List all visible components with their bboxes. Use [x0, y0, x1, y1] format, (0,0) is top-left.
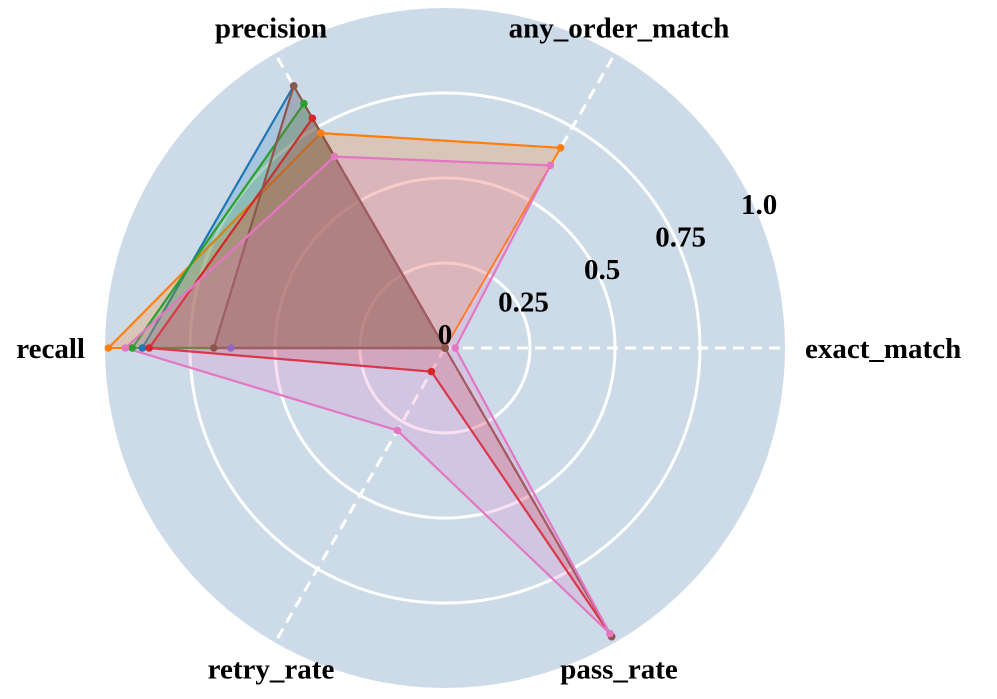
series-6-point: [210, 344, 218, 352]
axis-label-exact-match: exact_match: [805, 333, 961, 365]
series-7-point: [121, 344, 130, 352]
series-4-point: [145, 344, 153, 352]
series-6-point: [289, 82, 298, 90]
series-areas: [107, 84, 613, 638]
radial-tick-label: 0: [438, 319, 453, 351]
series-1-point: [138, 344, 147, 352]
axis-labels: exact_match any_order_match precision recal…: [16, 13, 961, 686]
radial-tick-label: 0.5: [584, 254, 620, 286]
radial-tick-label: 0.25: [498, 287, 549, 319]
series-6-point: [441, 344, 449, 352]
series-7-point: [606, 629, 614, 638]
axis-label-any-order-match: any_order_match: [509, 13, 730, 45]
series-7-point: [546, 161, 555, 170]
axis-label-recall: recall: [16, 333, 85, 365]
radial-tick-labels: 0 0.25 0.5 0.75 1.0: [438, 189, 777, 351]
series-6-area: [212, 84, 613, 638]
series-markers: [104, 82, 616, 641]
radial-tick-label: 0.75: [655, 221, 706, 253]
series-2-point: [317, 129, 325, 137]
series-2-point: [104, 344, 113, 352]
series-2-point: [556, 144, 565, 152]
series-7-point: [393, 426, 402, 435]
series-7-point: [330, 152, 339, 161]
axis-label-precision: precision: [215, 13, 327, 45]
series-7-point: [451, 344, 460, 352]
radial-tick-label: 1.0: [741, 189, 777, 221]
series-3-point: [300, 99, 308, 108]
series-4-point: [427, 367, 436, 376]
series-3-point: [128, 344, 136, 352]
axis-label-pass-rate: pass_rate: [560, 653, 678, 685]
axis-label-retry-rate: retry_rate: [208, 653, 335, 685]
series-5-point: [227, 344, 235, 352]
series-4-point: [308, 114, 317, 123]
axis-spoke: [273, 347, 447, 644]
